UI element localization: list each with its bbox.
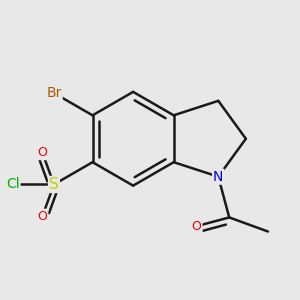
Text: O: O bbox=[192, 220, 202, 233]
Text: Cl: Cl bbox=[6, 178, 20, 191]
Text: N: N bbox=[213, 170, 224, 184]
Text: O: O bbox=[38, 146, 47, 159]
Text: S: S bbox=[49, 177, 59, 192]
Text: O: O bbox=[38, 210, 47, 223]
Text: Br: Br bbox=[46, 86, 62, 100]
